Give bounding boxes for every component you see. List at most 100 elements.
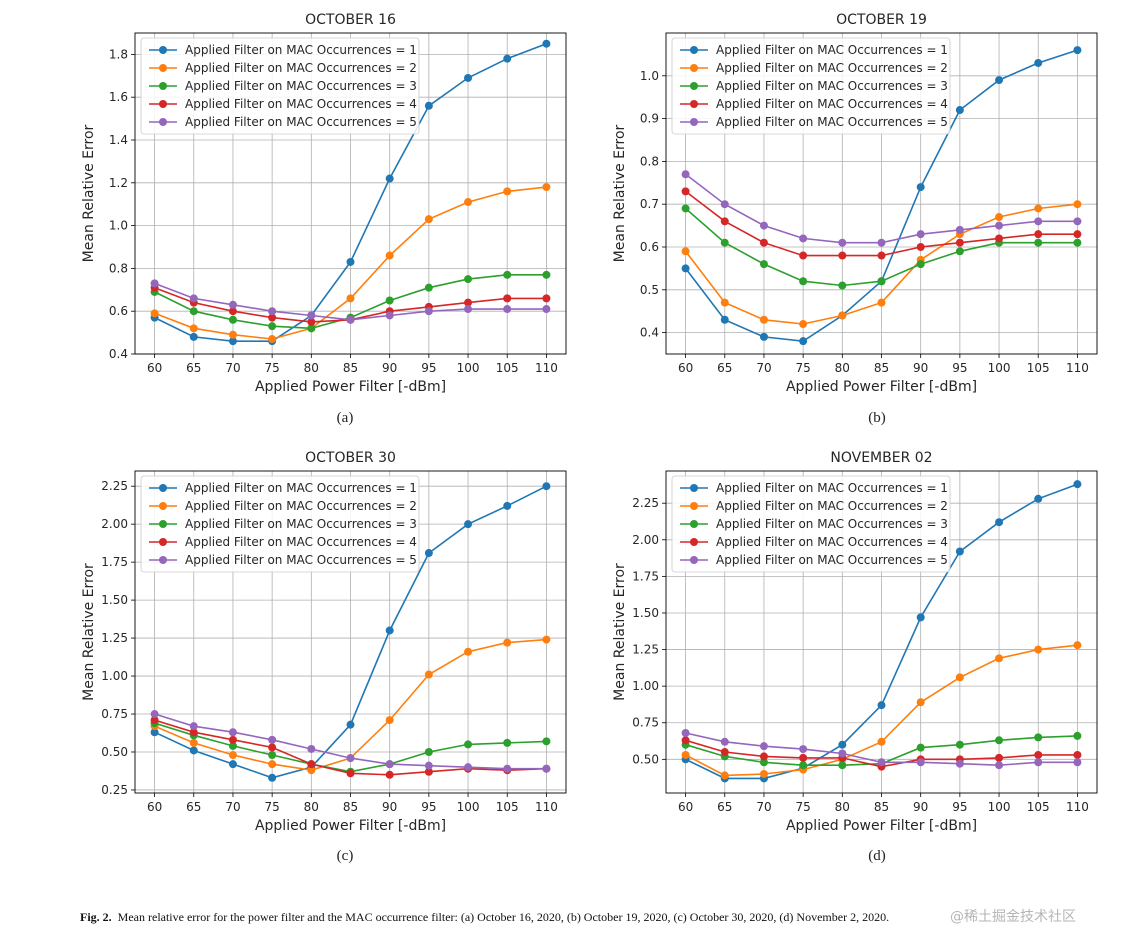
data-point <box>307 744 316 753</box>
x-tick-label: 80 <box>304 361 319 375</box>
legend-marker <box>690 538 698 546</box>
data-point <box>542 635 551 644</box>
data-point <box>464 763 473 772</box>
x-tick-label: 70 <box>756 361 771 375</box>
legend-entry: Applied Filter on MAC Occurrences = 1 <box>716 43 948 57</box>
data-point <box>955 673 964 682</box>
data-point <box>1073 200 1082 209</box>
data-point <box>189 332 198 341</box>
chart-1: 60 65 70 75 80 85 90 95 100 105 110 0.4 0.6 0.8 1.0 1.2… <box>81 12 567 395</box>
data-point <box>228 728 237 737</box>
data-point <box>916 230 925 239</box>
data-point <box>385 296 394 305</box>
data-point <box>799 277 808 286</box>
data-point <box>759 221 768 230</box>
data-point <box>424 215 433 224</box>
chart-title: NOVEMBER 02 <box>830 450 932 466</box>
legend-marker <box>159 46 167 54</box>
data-point <box>877 238 886 247</box>
y-tick-label: 0.4 <box>109 347 128 361</box>
legend-marker <box>690 556 698 564</box>
legend-entry: Applied Filter on MAC Occurrences = 4 <box>716 535 948 549</box>
data-point <box>150 716 159 725</box>
data-point <box>1034 645 1043 654</box>
data-point <box>759 260 768 269</box>
x-tick-label: 65 <box>717 800 732 814</box>
data-point <box>995 518 1004 527</box>
data-point <box>1073 750 1082 759</box>
x-tick-label: 75 <box>264 361 279 375</box>
x-tick-label: 65 <box>186 361 201 375</box>
data-point <box>1034 217 1043 226</box>
y-tick-label: 0.50 <box>101 745 128 759</box>
data-point <box>228 330 237 339</box>
data-point <box>877 251 886 260</box>
legend-entry: Applied Filter on MAC Occurrences = 3 <box>716 517 948 531</box>
legend-entry: Applied Filter on MAC Occurrences = 1 <box>716 481 948 495</box>
y-tick-label: 0.25 <box>101 783 128 797</box>
x-tick-label: 110 <box>535 800 558 814</box>
x-tick-label: 110 <box>535 361 558 375</box>
chart-title: OCTOBER 30 <box>305 450 396 466</box>
data-point <box>720 315 729 324</box>
legend-entry: Applied Filter on MAC Occurrences = 3 <box>716 79 948 93</box>
legend-box <box>140 37 420 135</box>
x-tick-label: 75 <box>264 800 279 814</box>
data-point <box>995 753 1004 762</box>
data-point <box>268 313 277 322</box>
data-point <box>346 315 355 324</box>
legend-marker <box>690 118 698 126</box>
x-axis-label: Applied Power Filter [-dBm] <box>786 818 977 834</box>
chart-3: 60 65 70 75 80 85 90 95 100 105 110 0.25 0.50 0.75 1.0… <box>81 450 567 834</box>
data-point <box>720 737 729 746</box>
data-point <box>228 307 237 316</box>
data-point <box>307 317 316 326</box>
x-tick-label: 65 <box>186 800 201 814</box>
data-point <box>799 745 808 754</box>
data-point <box>385 716 394 725</box>
data-point <box>228 315 237 324</box>
data-point <box>307 766 316 775</box>
x-tick-label: 110 <box>1066 361 1089 375</box>
x-tick-label: 70 <box>756 800 771 814</box>
x-tick-label: 90 <box>913 800 928 814</box>
data-point <box>1073 641 1082 650</box>
y-tick-label: 0.75 <box>101 707 128 721</box>
x-tick-label: 75 <box>795 800 810 814</box>
y-tick-label: 1.25 <box>632 643 659 657</box>
data-point <box>464 740 473 749</box>
data-point <box>681 264 690 273</box>
x-tick-label: 95 <box>421 800 436 814</box>
data-point <box>503 270 512 279</box>
x-tick-label: 90 <box>913 361 928 375</box>
legend-entry: Applied Filter on MAC Occurrences = 5 <box>716 553 948 567</box>
y-axis-label: Mean Relative Error <box>612 124 628 262</box>
data-point <box>877 277 886 286</box>
data-point <box>1034 204 1043 213</box>
data-point <box>150 728 159 737</box>
data-point <box>1034 230 1043 239</box>
data-point <box>542 482 551 491</box>
chart-4: 60 65 70 75 80 85 90 95 100 105 110 0.50 0.75 1.00 1.2… <box>612 450 1098 834</box>
data-point <box>228 300 237 309</box>
data-point <box>542 305 551 314</box>
x-tick-label: 60 <box>678 361 693 375</box>
data-point <box>759 742 768 751</box>
data-point <box>838 311 847 320</box>
data-point <box>228 760 237 769</box>
data-point <box>189 294 198 303</box>
y-tick-label: 1.25 <box>101 631 128 645</box>
x-tick-label: 60 <box>147 800 162 814</box>
data-point <box>503 501 512 510</box>
data-point <box>189 738 198 747</box>
data-point <box>720 200 729 209</box>
data-point <box>799 337 808 346</box>
x-tick-label: 95 <box>952 361 967 375</box>
data-point <box>503 638 512 647</box>
data-point <box>307 311 316 320</box>
data-point <box>464 647 473 656</box>
x-tick-label: 65 <box>717 361 732 375</box>
data-point <box>799 234 808 243</box>
data-point <box>268 743 277 752</box>
